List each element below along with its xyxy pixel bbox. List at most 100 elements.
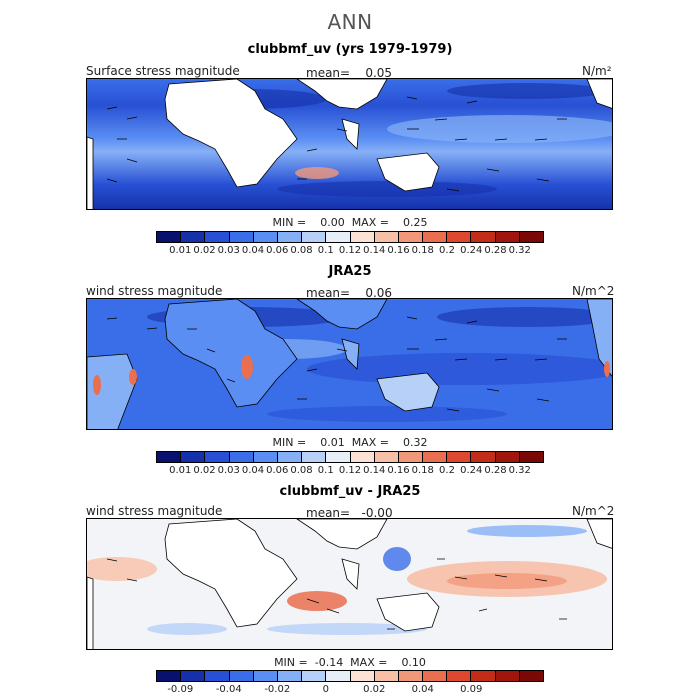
colorbar-label: 0.09 [460, 684, 483, 695]
colorbar-label: 0.1 [317, 245, 334, 256]
north-america-land [586, 79, 612, 109]
colorbar-swatch [229, 671, 254, 681]
colorbar-swatch [447, 671, 472, 681]
colorbar-swatch [398, 232, 424, 242]
panel-2-map-svg [87, 299, 612, 429]
colorbar-label: 0.06 [266, 465, 289, 476]
colorbar-swatch [374, 232, 399, 242]
colorbar-swatch [471, 232, 496, 242]
colorbar-swatch [519, 452, 543, 462]
colorbar-swatch [447, 232, 472, 242]
panel-3-map [86, 518, 613, 650]
colorbar-swatch [253, 232, 278, 242]
colorbar-swatch [495, 232, 520, 242]
colorbar-label: 0.18 [411, 245, 434, 256]
colorbar-swatch [423, 671, 448, 681]
colorbar-swatch [229, 232, 254, 242]
africa-land [164, 299, 298, 408]
colorbar-swatch [253, 671, 278, 681]
panel-2-left-label: wind stress magnitude [86, 284, 223, 298]
colorbar-label: 0.16 [387, 245, 410, 256]
wind-vectors [106, 316, 567, 412]
colorbar-swatch [157, 452, 182, 462]
colorbar-swatch [350, 452, 375, 462]
colorbar-label: 0.06 [266, 245, 289, 256]
panel-1-units: N/m² [582, 64, 612, 78]
north-america-land [586, 519, 612, 549]
panel-2-map [86, 298, 613, 430]
colorbar-swatch [398, 452, 424, 462]
colorbar-swatch [277, 452, 303, 462]
colorbar-label: -0.04 [215, 684, 242, 695]
colorbar-label: 0.02 [193, 245, 216, 256]
colorbar-label: 0.08 [290, 465, 313, 476]
panel-2-title: JRA25 [328, 264, 372, 279]
colorbar-label: 0.01 [169, 465, 192, 476]
colorbar-swatch [423, 232, 448, 242]
colorbar-swatch [302, 232, 327, 242]
south-america-land [87, 353, 138, 429]
colorbar-swatch [398, 671, 424, 681]
panel-3-colorbar-labels: -0.09 -0.04 -0.02 0 0.02 0.04 0.09 [156, 684, 544, 696]
asia-land [296, 299, 388, 330]
colorbar-swatch [205, 232, 230, 242]
colorbar-label: 0.14 [363, 465, 386, 476]
colorbar-label: 0.02 [193, 465, 216, 476]
colorbar-label: 0.08 [290, 245, 313, 256]
panel-1-title: clubbmf_uv (yrs 1979-1979) [247, 42, 453, 57]
colorbar-label: 0.01 [169, 245, 192, 256]
australia-land [376, 152, 440, 192]
colorbar-label: 0.24 [460, 465, 483, 476]
colorbar-label: 0.04 [241, 245, 265, 256]
colorbar-label: 0 [322, 684, 329, 695]
colorbar-swatch [205, 671, 230, 681]
australia-land [376, 592, 440, 632]
colorbar-label: 0.04 [411, 684, 434, 695]
colorbar-swatch [495, 452, 520, 462]
india-land [341, 118, 360, 150]
colorbar-label: 0.18 [411, 465, 434, 476]
colorbar-label: 0.12 [338, 465, 362, 476]
india-land [341, 338, 360, 370]
india-land [341, 558, 360, 590]
colorbar-swatch [519, 671, 543, 681]
colorbar-label: 0.12 [338, 245, 362, 256]
panel-2-colorbar-labels: 0.01 0.02 0.03 0.04 0.06 0.08 0.1 0.12 0.14 0.16 0… [156, 465, 544, 477]
panel-1-left-label: Surface stress magnitude [86, 64, 240, 78]
colorbar-swatch [277, 671, 303, 681]
panel-1-minmax: MIN = 0.00 MAX = 0.25 [272, 216, 428, 229]
colorbar-swatch [471, 452, 496, 462]
colorbar-swatch [519, 232, 543, 242]
colorbar-swatch [423, 452, 448, 462]
panel-1-map [86, 78, 613, 210]
panel-1-colorbar [156, 231, 544, 243]
australia-land [376, 372, 440, 412]
colorbar-label: 0.2 [439, 465, 455, 476]
panel-2-units: N/m^2 [572, 284, 615, 298]
colorbar-label: 0.28 [484, 465, 507, 476]
panel-3-map-svg [87, 519, 612, 649]
colorbar-swatch [229, 452, 254, 462]
colorbar-swatch [253, 452, 278, 462]
colorbar-swatch [495, 671, 520, 681]
panel-3-minmax: MIN = -0.14 MAX = 0.10 [274, 656, 426, 669]
panel-1-mean: mean= 0.05 [306, 66, 393, 80]
colorbar-swatch [447, 452, 472, 462]
colorbar-label: 0.16 [387, 465, 410, 476]
colorbar-swatch [471, 671, 496, 681]
colorbar-swatch [157, 232, 182, 242]
colorbar-label: 0.03 [217, 245, 240, 256]
panel-2-minmax: MIN = 0.01 MAX = 0.32 [272, 436, 428, 449]
panel-2-mean: mean= 0.06 [306, 286, 393, 300]
colorbar-swatch [302, 452, 327, 462]
colorbar-label: 0.04 [241, 465, 265, 476]
hotspot-east-africa [241, 355, 253, 379]
colorbar-swatch [374, 671, 399, 681]
panel-1-colorbar-labels: 0.01 0.02 0.03 0.04 0.06 0.08 0.1 0.12 0.14 0.16 0… [156, 245, 544, 257]
asia-land [296, 519, 388, 550]
colorbar-swatch [350, 232, 375, 242]
colorbar-label: 0.14 [363, 245, 386, 256]
panel-3-colorbar [156, 670, 544, 682]
colorbar-label: 0.02 [363, 684, 386, 695]
wind-vectors [106, 96, 567, 192]
